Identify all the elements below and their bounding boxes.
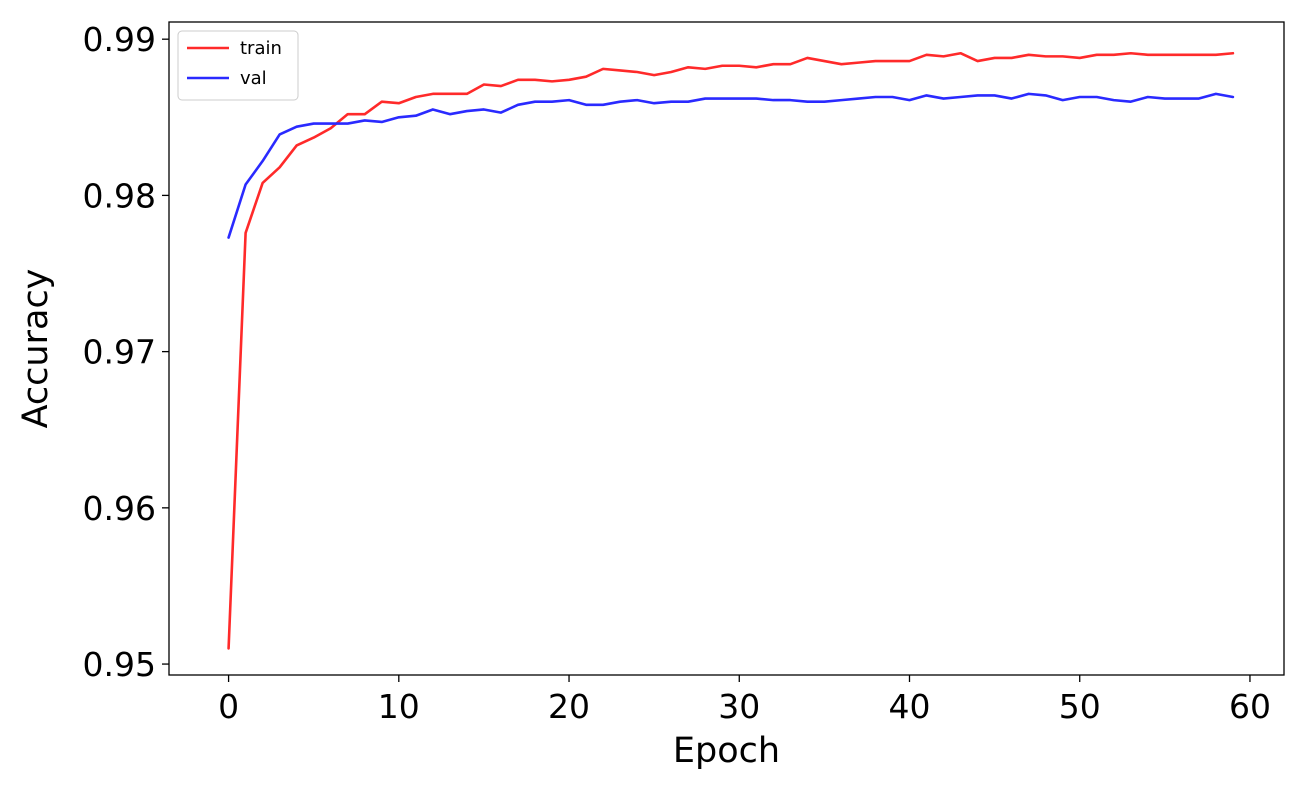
legend-label-train: train	[240, 38, 282, 59]
y-tick-label: 0.99	[83, 20, 156, 59]
legend-label-val: val	[240, 68, 267, 89]
y-axis-ticks: 0.95 0.96 0.97 0.98 0.99	[83, 20, 169, 684]
y-axis-title: Accuracy	[16, 269, 56, 429]
legend: train val	[177, 30, 299, 101]
y-tick-label: 0.97	[83, 333, 156, 372]
plot-area	[168, 21, 1285, 676]
y-tick-label: 0.98	[83, 176, 156, 215]
series-line-val	[227, 92, 1235, 239]
series-line-train	[227, 51, 1235, 650]
x-tick-label: 30	[718, 687, 760, 726]
x-axis-ticks: 0 10 20 30 40 50 60	[218, 675, 1271, 726]
y-tick-label: 0.95	[83, 645, 156, 684]
x-tick-label: 50	[1059, 687, 1101, 726]
x-axis-title: Epoch	[673, 731, 780, 771]
plot-frame	[168, 21, 1285, 676]
x-tick-label: 60	[1229, 687, 1271, 726]
series-layer	[227, 51, 1235, 650]
x-tick-label: 0	[218, 687, 239, 726]
x-tick-label: 10	[378, 687, 420, 726]
x-tick-label: 20	[548, 687, 590, 726]
y-tick-label: 0.96	[83, 489, 156, 528]
x-tick-label: 40	[888, 687, 930, 726]
